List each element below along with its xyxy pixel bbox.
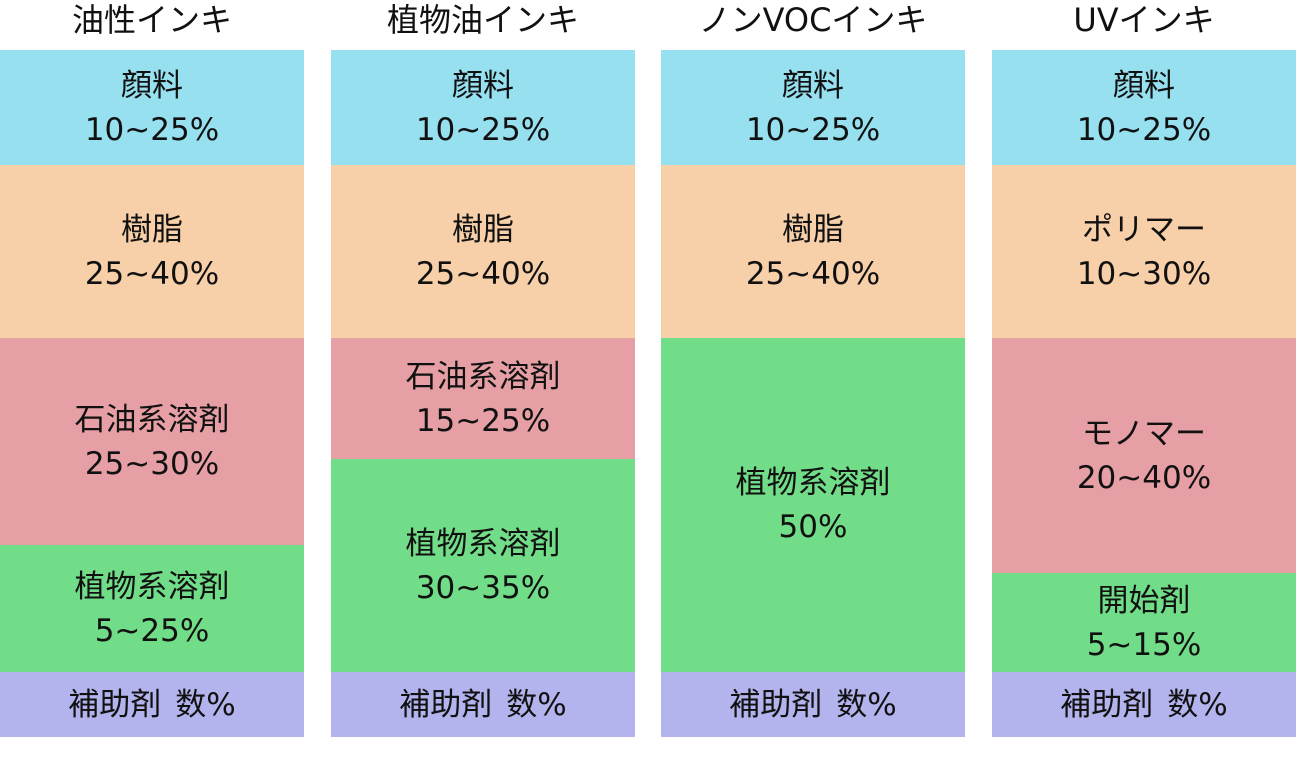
segment: 植物系溶剤 5~25% [0, 545, 304, 672]
segment-label: 補助剤 [399, 686, 493, 723]
segment-value: 30~35% [415, 569, 551, 606]
segment: 石油系溶剤 15~25% [331, 338, 635, 459]
segment-label: 顔料 [452, 67, 514, 104]
segment-label: 補助剤 [1060, 686, 1154, 723]
segment-label: 顔料 [121, 67, 183, 104]
segment-label: 植物系溶剤 [74, 568, 230, 605]
segment: 植物系溶剤 30~35% [331, 459, 635, 672]
segment: 樹脂 25~40% [331, 165, 635, 338]
segment-label: 樹脂 [782, 211, 844, 248]
segment-value: 数% [1167, 686, 1228, 723]
segment-value: 10~30% [1076, 255, 1212, 292]
segment: 補助剤 数% [661, 672, 965, 737]
segment-value: 50% [778, 509, 848, 545]
segment: 顔料 10~25% [331, 50, 635, 165]
segment-value: 25~40% [84, 255, 220, 292]
segment-value: 25~40% [745, 255, 881, 292]
segment-label: 樹脂 [452, 211, 514, 248]
segment-label: ポリマー [1082, 211, 1206, 248]
segment-value: 25~40% [415, 255, 551, 292]
segment: 開始剤 5~15% [992, 573, 1296, 672]
segment-label: 植物系溶剤 [405, 525, 561, 562]
segment-value: 10~25% [745, 111, 881, 148]
segment-label: 補助剤 [68, 686, 162, 723]
segment-value: 10~25% [415, 111, 551, 148]
segment-value: 10~25% [84, 111, 220, 148]
segment: 顔料 10~25% [661, 50, 965, 165]
segment: 補助剤 数% [0, 672, 304, 737]
segment-value: 5~15% [1086, 626, 1202, 663]
column-title: 油性インキ [71, 1, 232, 39]
column-title: 植物油インキ [386, 1, 579, 39]
segment-label: 石油系溶剤 [74, 401, 230, 438]
segment-value: 5~25% [94, 612, 210, 649]
segment-label: 補助剤 [729, 686, 823, 723]
segment: 石油系溶剤 25~30% [0, 338, 304, 545]
segment-label: 顔料 [782, 67, 844, 104]
segment-value: 20~40% [1076, 459, 1212, 496]
column-title: ノンVOCインキ [698, 1, 928, 39]
segment: モノマー 20~40% [992, 338, 1296, 573]
segment-label: 開始剤 [1097, 582, 1191, 619]
segment: ポリマー 10~30% [992, 165, 1296, 338]
segment-label: モノマー [1082, 415, 1206, 452]
segment-label: 石油系溶剤 [405, 358, 561, 395]
segment-label: 樹脂 [121, 211, 183, 248]
segment-value: 10~25% [1076, 111, 1212, 148]
segment: 顔料 10~25% [992, 50, 1296, 165]
segment: 樹脂 25~40% [661, 165, 965, 338]
segment: 補助剤 数% [331, 672, 635, 737]
segment-value: 15~25% [415, 402, 551, 439]
segment: 樹脂 25~40% [0, 165, 304, 338]
segment: 補助剤 数% [992, 672, 1296, 737]
segment-value: 25~30% [84, 445, 220, 482]
column-title: UVインキ [1073, 1, 1215, 39]
segment-label: 植物系溶剤 [735, 465, 891, 501]
segment-value: 数% [506, 686, 567, 723]
segment: 植物系溶剤 50% [661, 338, 965, 672]
segment-label: 顔料 [1113, 67, 1175, 104]
segment-value: 数% [836, 686, 897, 723]
segment: 顔料 10~25% [0, 50, 304, 165]
segment-value: 数% [175, 686, 236, 723]
